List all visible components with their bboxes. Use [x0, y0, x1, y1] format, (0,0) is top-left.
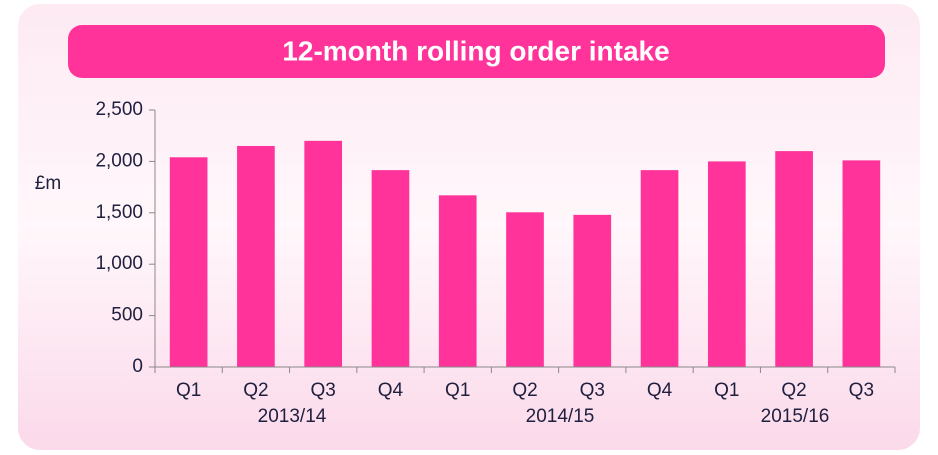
bar — [506, 212, 544, 367]
x-tick-label: Q2 — [243, 380, 268, 401]
group-label: 2015/16 — [761, 406, 830, 427]
y-tick-label: 500 — [111, 305, 143, 326]
x-tick-label: Q2 — [781, 380, 806, 401]
bar — [842, 160, 881, 367]
y-tick-label: 2,500 — [95, 99, 143, 120]
group-label: 2014/15 — [526, 406, 595, 427]
x-tick-label: Q2 — [512, 380, 537, 401]
y-tick-label: 0 — [132, 356, 143, 377]
x-tick-label: Q4 — [378, 380, 404, 401]
title-bar — [68, 25, 885, 78]
y-tick-label: 1,500 — [95, 202, 143, 223]
bar — [169, 157, 208, 367]
x-tick-label: Q4 — [647, 380, 673, 401]
bar — [438, 195, 477, 367]
x-tick-label: Q1 — [445, 380, 470, 401]
x-tick-label: Q3 — [849, 380, 874, 401]
bar — [573, 214, 612, 367]
group-label: 2013/14 — [258, 406, 327, 427]
bar — [237, 145, 275, 367]
bar — [304, 140, 343, 367]
x-tick-label: Q3 — [580, 380, 605, 401]
x-tick-label: Q1 — [176, 380, 201, 401]
y-tick-label: 1,000 — [95, 253, 143, 274]
bar — [371, 170, 410, 367]
x-tick-label: Q3 — [311, 380, 336, 401]
y-tick-label: 2,000 — [95, 150, 143, 171]
bar — [707, 161, 746, 367]
bar — [775, 151, 813, 367]
y-axis-label: £m — [35, 173, 61, 194]
x-tick-label: Q1 — [714, 380, 739, 401]
bar — [640, 170, 679, 367]
chart-title: 12-month rolling order intake — [282, 35, 669, 66]
